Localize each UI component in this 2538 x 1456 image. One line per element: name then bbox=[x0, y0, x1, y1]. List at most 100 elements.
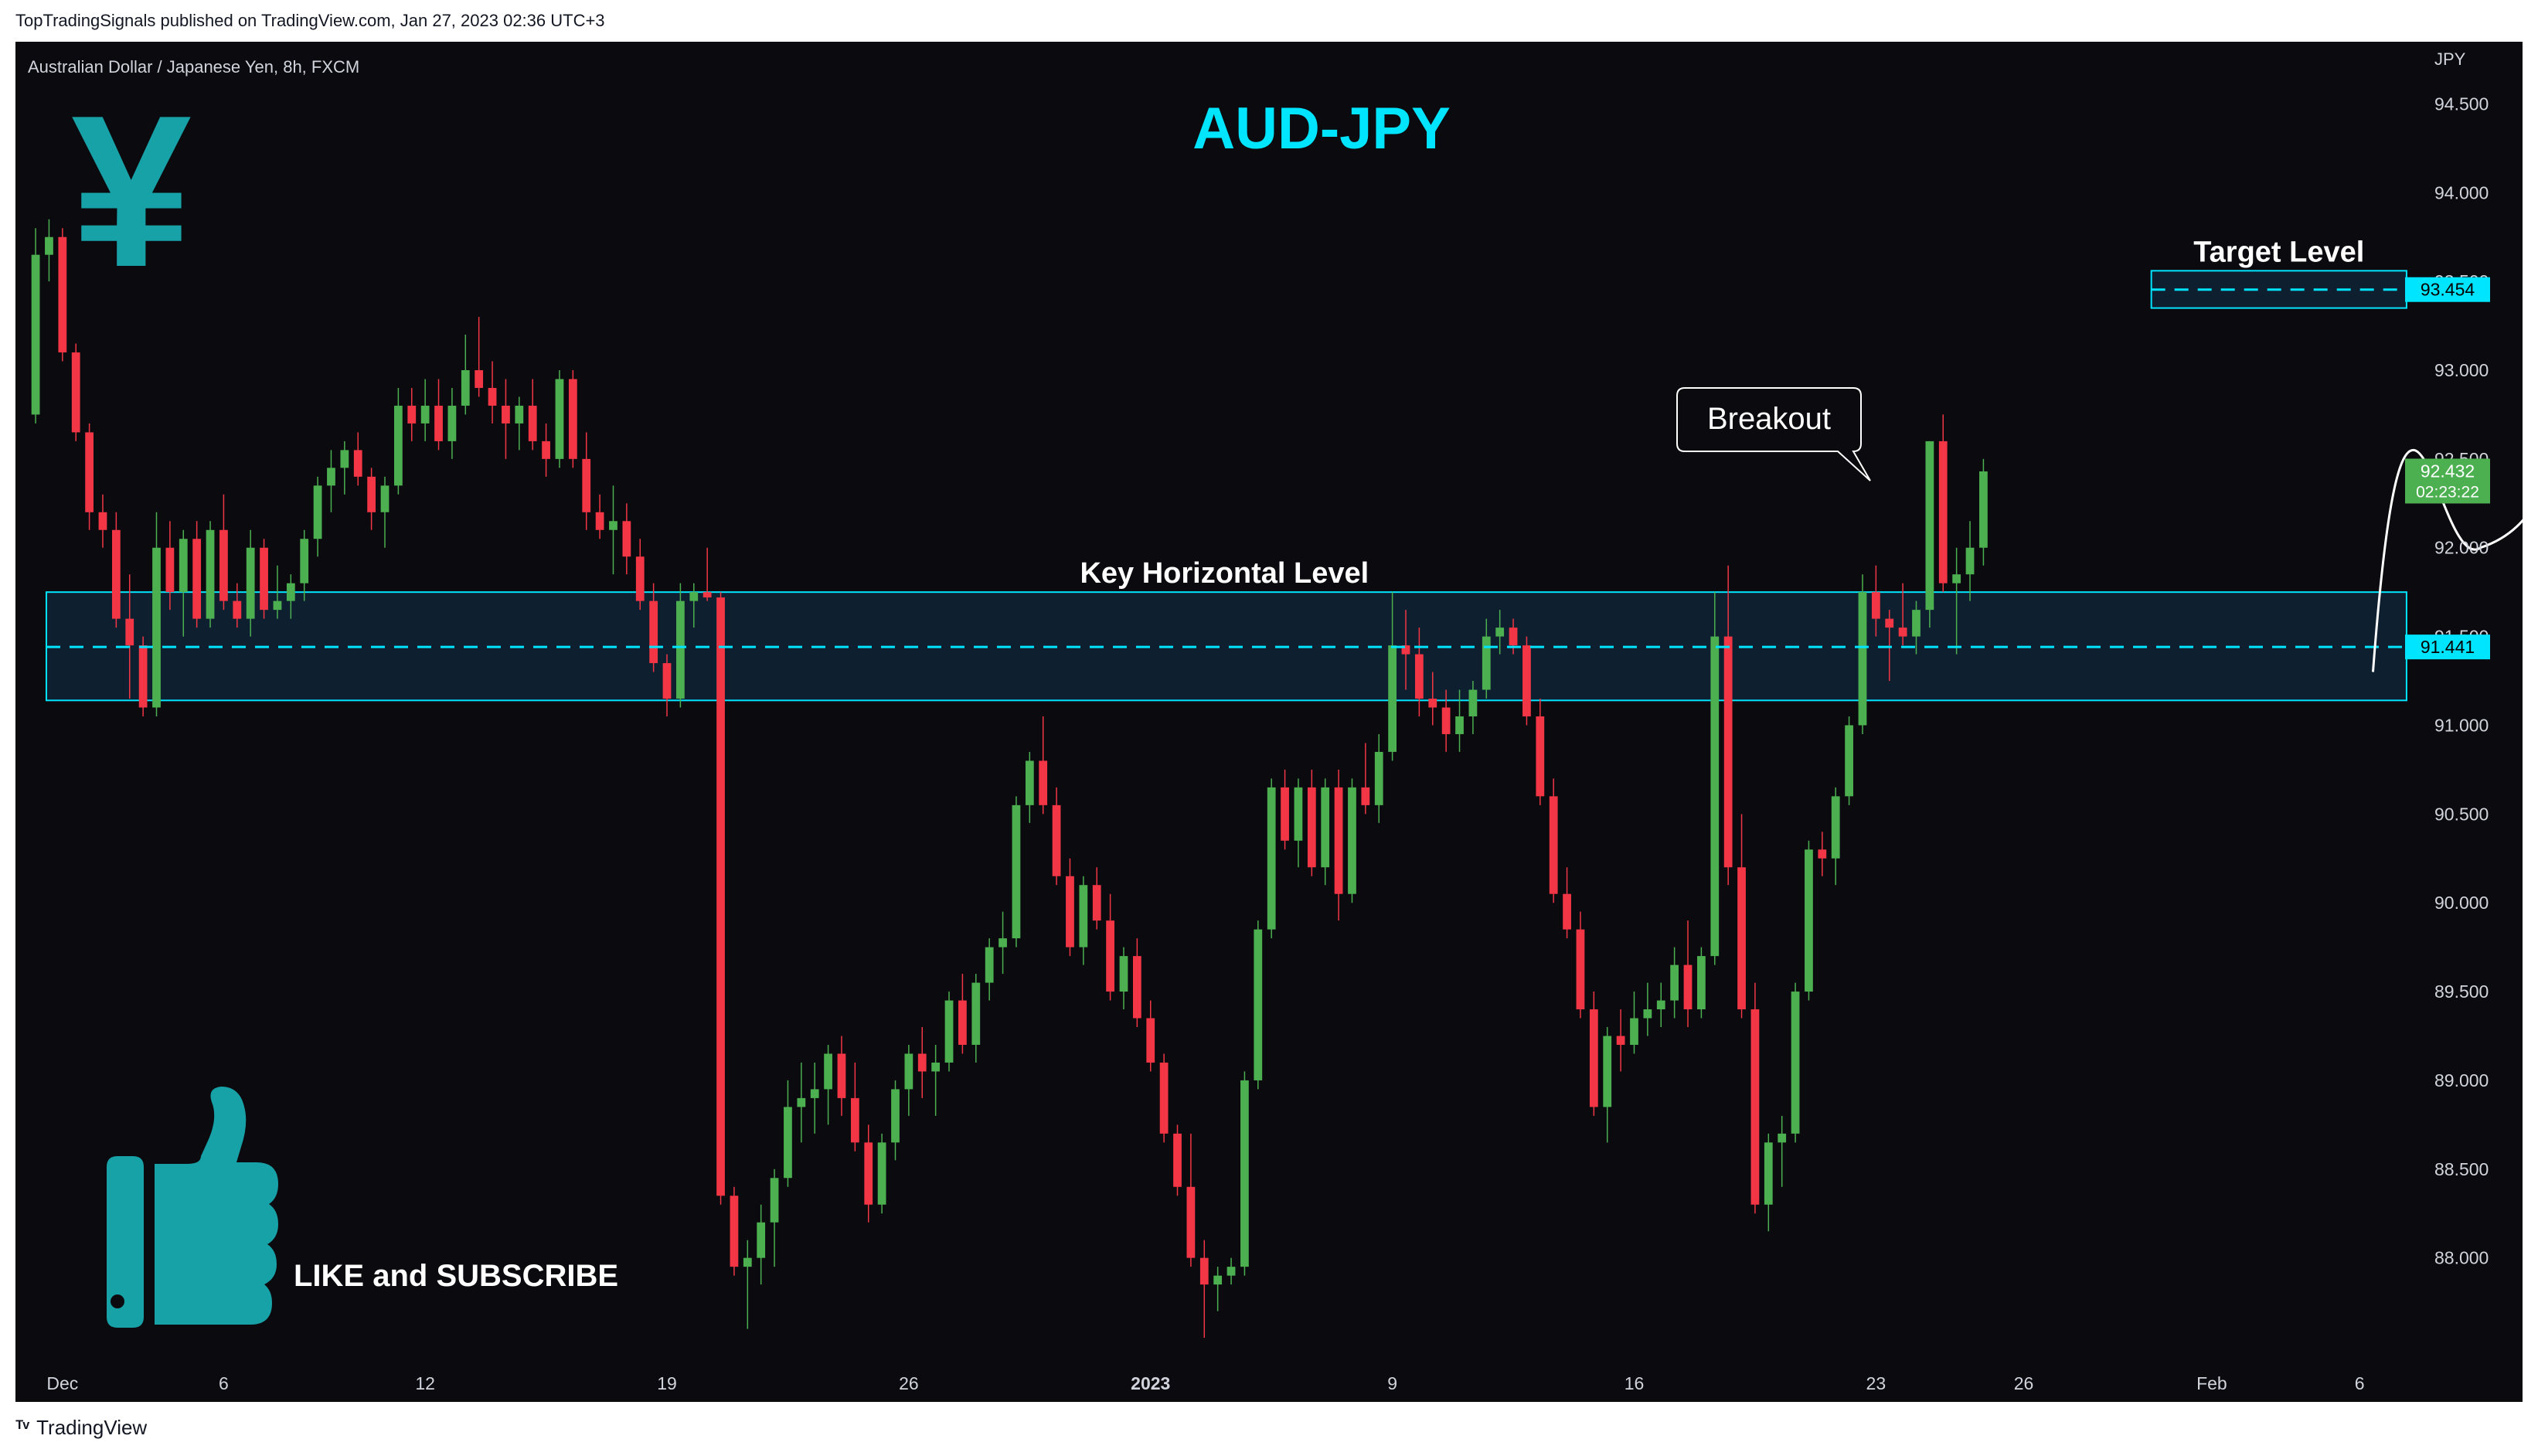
candle-body bbox=[689, 592, 699, 601]
candle bbox=[609, 485, 617, 575]
candle bbox=[1388, 592, 1397, 761]
candle-body bbox=[743, 1257, 752, 1267]
candle bbox=[999, 911, 1007, 975]
candle bbox=[1441, 689, 1451, 752]
candle bbox=[1052, 787, 1061, 886]
candle bbox=[1952, 547, 1961, 655]
candle bbox=[1321, 778, 1330, 886]
candle-body bbox=[233, 600, 242, 619]
candle bbox=[1132, 938, 1141, 1027]
candlestick-chart[interactable]: Australian Dollar / Japanese Yen, 8h, FX… bbox=[15, 42, 2538, 1402]
candle bbox=[1764, 1133, 1773, 1232]
candle bbox=[260, 539, 268, 619]
candle-body bbox=[1428, 699, 1437, 708]
candle-body bbox=[219, 529, 228, 601]
candle-body bbox=[1630, 1018, 1638, 1045]
candle bbox=[1965, 521, 1975, 601]
key-price-tag-text: 91.441 bbox=[2421, 637, 2475, 657]
candle bbox=[273, 565, 282, 619]
candle-body bbox=[1468, 689, 1478, 716]
candle-body bbox=[45, 236, 53, 255]
candle bbox=[1079, 876, 1088, 965]
candle bbox=[1106, 893, 1114, 1001]
candle bbox=[515, 396, 524, 451]
candle-body bbox=[1213, 1275, 1223, 1285]
candle-body bbox=[770, 1178, 779, 1223]
y-tick-label: 90.000 bbox=[2434, 893, 2489, 913]
candle bbox=[770, 1169, 779, 1267]
candle bbox=[393, 387, 403, 495]
candle-body bbox=[1549, 796, 1558, 894]
candle-body bbox=[1294, 787, 1303, 841]
candle bbox=[1912, 600, 1921, 655]
breakout-bubble bbox=[1676, 387, 1871, 481]
candle-body bbox=[1267, 787, 1276, 930]
y-tick-label: 94.500 bbox=[2434, 94, 2489, 114]
candle-body bbox=[111, 529, 121, 619]
breakout-label: Breakout bbox=[1707, 402, 1831, 436]
candle bbox=[1428, 672, 1437, 726]
candle-body bbox=[1388, 645, 1397, 752]
candle bbox=[568, 370, 577, 468]
candle-body bbox=[380, 485, 390, 512]
candle-body bbox=[1737, 867, 1746, 1010]
candle bbox=[784, 1080, 792, 1187]
chart-panel[interactable]: Australian Dollar / Japanese Yen, 8h, FX… bbox=[15, 42, 2538, 1402]
candle bbox=[985, 938, 994, 1001]
candle bbox=[622, 503, 631, 575]
candle bbox=[1697, 947, 1706, 1019]
candle-body bbox=[260, 547, 268, 611]
candle bbox=[662, 654, 672, 716]
candle-body bbox=[31, 254, 40, 415]
x-tick-label: 6 bbox=[2355, 1373, 2365, 1393]
candle bbox=[1012, 796, 1021, 947]
last-price-tag-text: 92.432 bbox=[2421, 461, 2475, 481]
candle-body bbox=[703, 592, 712, 598]
y-tick-label: 90.500 bbox=[2434, 804, 2489, 824]
candle bbox=[502, 379, 510, 459]
candle bbox=[1871, 565, 1880, 637]
candle-body bbox=[1012, 805, 1021, 939]
candle bbox=[1791, 982, 1800, 1143]
candle-body bbox=[1603, 1036, 1612, 1107]
candle bbox=[45, 219, 53, 282]
candle bbox=[850, 1062, 859, 1152]
x-tick-label: Dec bbox=[46, 1373, 78, 1393]
candle-body bbox=[1401, 645, 1410, 655]
candle bbox=[944, 992, 954, 1072]
chart-title: AUD-JPY bbox=[1192, 96, 1451, 162]
tradingview-logo-icon: ᵀᵛ bbox=[15, 1417, 29, 1438]
candle bbox=[824, 1044, 832, 1125]
candle bbox=[757, 1204, 766, 1285]
x-tick-label: 9 bbox=[1387, 1373, 1397, 1393]
candle-body bbox=[246, 547, 255, 619]
candle-body bbox=[71, 352, 80, 433]
candle bbox=[1146, 1000, 1155, 1072]
candle-body bbox=[1643, 1009, 1652, 1019]
candle-body bbox=[420, 405, 430, 424]
candle-body bbox=[1240, 1080, 1249, 1267]
candle bbox=[1025, 751, 1034, 823]
candle bbox=[555, 370, 564, 468]
candle-body bbox=[447, 405, 457, 441]
candle bbox=[71, 343, 80, 441]
candle-body bbox=[1791, 992, 1800, 1134]
candle-body bbox=[1039, 760, 1048, 805]
candle bbox=[111, 512, 121, 628]
candle-body bbox=[1683, 964, 1693, 1010]
candle bbox=[958, 974, 967, 1054]
x-tick-label: 19 bbox=[657, 1373, 677, 1393]
candle bbox=[1374, 733, 1383, 823]
candle-body bbox=[1750, 1009, 1760, 1205]
candle-body bbox=[1482, 636, 1491, 690]
candle bbox=[407, 387, 417, 441]
candle-body bbox=[944, 1000, 954, 1063]
candle-body bbox=[931, 1062, 941, 1072]
candle bbox=[1737, 814, 1746, 1019]
candle-body bbox=[784, 1107, 792, 1179]
candle bbox=[1576, 911, 1585, 1019]
y-tick-label: 92.000 bbox=[2434, 538, 2489, 558]
candle bbox=[125, 574, 134, 699]
candle-body bbox=[864, 1142, 873, 1205]
x-tick-label: 6 bbox=[219, 1373, 229, 1393]
